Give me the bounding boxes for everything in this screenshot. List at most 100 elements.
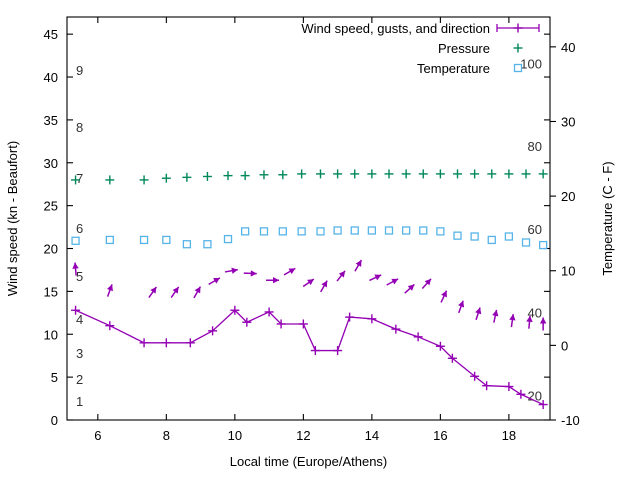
y-tick-label-8: 40 xyxy=(44,70,58,85)
series-temperature xyxy=(71,226,548,250)
gust-direction-arrow xyxy=(148,286,157,298)
temperature-point xyxy=(259,227,269,236)
gust-direction-arrow xyxy=(404,283,415,294)
gust-direction-arrow xyxy=(526,315,533,329)
arrow-head xyxy=(475,307,482,315)
x-tick-label-3: 12 xyxy=(296,428,310,443)
gust-direction-arrow xyxy=(354,259,363,272)
temperature-point xyxy=(105,235,114,245)
beaufort-label-4: 5 xyxy=(76,269,83,284)
arrow-head xyxy=(194,286,201,294)
arrow-head xyxy=(407,284,415,291)
arrow-head xyxy=(492,309,499,317)
wind-speed-line xyxy=(75,309,544,406)
y-tick-label-7: 35 xyxy=(44,113,58,128)
temperature-point xyxy=(367,226,377,235)
y-tick-label-1: 5 xyxy=(51,370,58,385)
legend-label-1: Pressure xyxy=(438,41,490,56)
beaufort-label-6: 7 xyxy=(76,171,83,186)
series-gust-arrows xyxy=(72,259,547,331)
fahrenheit-label-2: 60 xyxy=(528,222,542,237)
gust-direction-arrow xyxy=(320,280,328,293)
arrow-head xyxy=(374,274,382,281)
gust-direction-arrow xyxy=(193,286,202,299)
y-tick-label-4: 20 xyxy=(44,242,58,257)
temperature-point xyxy=(384,226,394,235)
legend-symbol-square xyxy=(513,63,523,73)
gust-direction-arrow xyxy=(283,267,296,276)
gust-direction-arrow xyxy=(243,270,257,277)
arrow-head xyxy=(526,315,533,323)
arrow-head xyxy=(172,286,179,294)
beaufort-label-0: 1 xyxy=(76,394,83,409)
x-tick-label-6: 18 xyxy=(502,428,516,443)
y2-tick-label-5: 40 xyxy=(561,40,575,55)
arrow-head xyxy=(391,278,399,285)
gust-direction-arrow xyxy=(509,313,516,328)
plot-frame xyxy=(66,16,551,421)
fahrenheit-label-1: 40 xyxy=(528,306,542,321)
arrow-head xyxy=(250,270,257,277)
y2-tick-label-2: 10 xyxy=(561,264,575,279)
temperature-point xyxy=(504,232,514,241)
x-axis-title: Local time (Europe/Athens) xyxy=(230,454,388,469)
y2-axis-title: Temperature (C - F) xyxy=(600,161,615,275)
x-tick-label-5: 16 xyxy=(433,428,447,443)
gust-direction-arrow xyxy=(539,317,547,331)
gust-direction-arrow xyxy=(421,278,432,289)
arrow-head xyxy=(539,317,547,324)
beaufort-label-1: 2 xyxy=(76,372,83,387)
y-tick-label-2: 10 xyxy=(44,327,58,342)
x-tick-label-0: 6 xyxy=(94,428,101,443)
gust-direction-arrow xyxy=(386,278,399,286)
temperature-point xyxy=(316,227,325,236)
arrow-head xyxy=(307,279,314,286)
temperature-point xyxy=(203,240,212,249)
gust-direction-arrow xyxy=(266,277,280,284)
y2-tick-label-0: -10 xyxy=(561,413,580,428)
temperature-point xyxy=(71,236,80,245)
y2-tick-label-3: 20 xyxy=(561,189,575,204)
series-pressure xyxy=(71,169,548,185)
gust-direction-arrow xyxy=(72,262,79,276)
temperature-point xyxy=(297,227,306,236)
arrow-head xyxy=(106,284,113,292)
y-tick-label-3: 15 xyxy=(44,284,58,299)
temperature-point xyxy=(521,238,531,247)
temperature-point xyxy=(401,226,411,235)
x-tick-label-2: 10 xyxy=(228,428,242,443)
legend-label-0: Wind speed, gusts, and direction xyxy=(301,21,490,36)
temperature-point xyxy=(470,232,479,241)
temperature-point xyxy=(436,227,445,236)
beaufort-label-7: 8 xyxy=(76,120,83,135)
temperature-point xyxy=(278,227,287,236)
temperature-point xyxy=(350,226,359,235)
arrow-head xyxy=(231,267,238,274)
gust-direction-arrow xyxy=(224,267,238,274)
y-tick-label-5: 25 xyxy=(44,199,58,214)
arrow-head xyxy=(72,262,79,269)
y2-tick-label-1: 0 xyxy=(561,338,568,353)
temperature-point xyxy=(538,240,548,250)
beaufort-label-5: 6 xyxy=(76,221,83,236)
gust-direction-arrow xyxy=(475,307,482,321)
temperature-point xyxy=(487,235,496,245)
arrow-head xyxy=(458,300,465,308)
gust-direction-arrow xyxy=(106,284,113,297)
gust-direction-arrow xyxy=(458,300,465,314)
legend-label-2: Temperature xyxy=(417,61,490,76)
beaufort-label-8: 9 xyxy=(76,63,83,78)
gust-direction-arrow xyxy=(170,286,180,298)
y-tick-label-9: 45 xyxy=(44,27,58,42)
x-tick-label-1: 8 xyxy=(163,428,170,443)
temperature-point xyxy=(240,227,250,236)
arrow-head xyxy=(338,270,346,278)
gust-direction-arrow xyxy=(440,290,448,303)
arrow-head xyxy=(213,277,220,284)
temperature-point xyxy=(162,235,171,245)
beaufort-label-3: 4 xyxy=(76,312,83,327)
gust-direction-arrow xyxy=(369,274,382,282)
temperature-point xyxy=(333,226,342,235)
